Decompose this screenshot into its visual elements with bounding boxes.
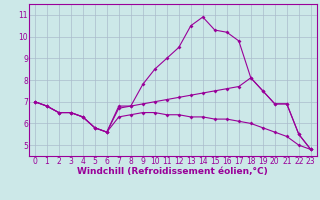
X-axis label: Windchill (Refroidissement éolien,°C): Windchill (Refroidissement éolien,°C) bbox=[77, 167, 268, 176]
